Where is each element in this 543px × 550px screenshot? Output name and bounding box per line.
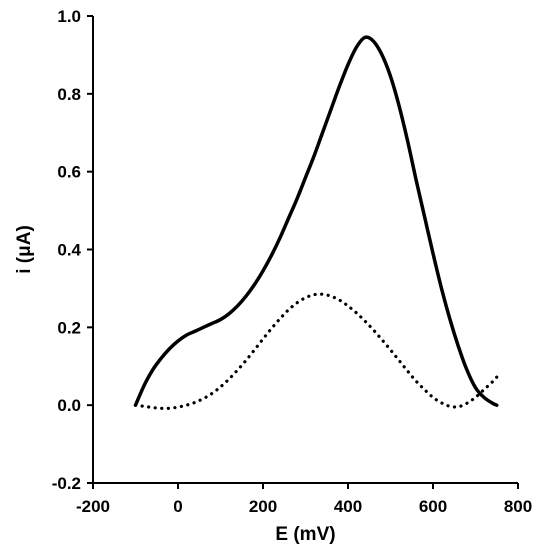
x-axis-title: E (mV) [275,524,335,545]
y-axis-title: i (μA) [14,225,35,274]
series-group [133,35,499,410]
x-tick-label: 600 [419,497,447,516]
y-tick-label: 0.4 [57,241,81,260]
y-tick-label: -0.2 [52,474,81,493]
y-tick-label: 0.2 [57,318,81,337]
y-tick-label: 0.6 [57,163,81,182]
y-tick-label: 0.0 [57,396,81,415]
y-tick-label: 1.0 [57,7,81,26]
x-tick-label: 0 [173,497,182,516]
x-tick-label: 400 [334,497,362,516]
x-tick-label: -200 [76,497,110,516]
y-tick-label: 0.8 [57,85,81,104]
x-tick-label: 800 [504,497,532,516]
series-line-dotted [133,292,499,410]
x-tick-label: 200 [249,497,277,516]
series-line-solid [133,35,499,407]
axes: -0.2 0.0 0.2 0.4 0.6 0.8 1.0 -200 0 200 400 600 800 [52,7,532,516]
